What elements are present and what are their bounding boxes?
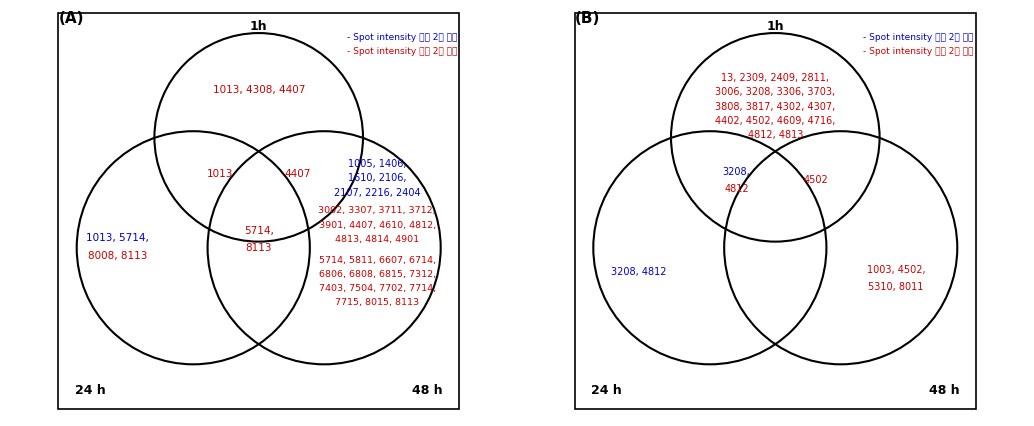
- Text: 3002, 3307, 3711, 3712,: 3002, 3307, 3711, 3712,: [318, 207, 436, 216]
- Text: (B): (B): [575, 11, 601, 26]
- Text: 1013, 5714,: 1013, 5714,: [86, 233, 149, 242]
- Text: 2107, 2216, 2404: 2107, 2216, 2404: [334, 187, 421, 198]
- Text: 6806, 6808, 6815, 7312,: 6806, 6808, 6815, 7312,: [318, 270, 436, 279]
- Text: - Spot intensity 차이 2배 이하: - Spot intensity 차이 2배 이하: [346, 33, 457, 42]
- Text: 3901, 4407, 4610, 4812,: 3901, 4407, 4610, 4812,: [318, 221, 436, 230]
- Text: 8113: 8113: [245, 243, 272, 253]
- Text: 13, 2309, 2409, 2811,: 13, 2309, 2409, 2811,: [722, 73, 829, 83]
- Text: 1003, 4502,: 1003, 4502,: [866, 265, 925, 275]
- Text: 3208,: 3208,: [723, 167, 751, 177]
- Text: - Spot intensity 차이 2배 이상: - Spot intensity 차이 2배 이상: [863, 47, 974, 56]
- Text: 4812: 4812: [724, 184, 749, 194]
- Text: 1005, 1406,: 1005, 1406,: [348, 159, 406, 169]
- Text: 4502: 4502: [803, 175, 828, 185]
- Text: 8008, 8113: 8008, 8113: [88, 251, 147, 261]
- Text: 1h: 1h: [250, 20, 268, 33]
- Text: 7715, 8015, 8113: 7715, 8015, 8113: [335, 299, 420, 308]
- Text: 7403, 7504, 7702, 7714,: 7403, 7504, 7702, 7714,: [318, 284, 436, 293]
- Text: - Spot intensity 차이 2배 이하: - Spot intensity 차이 2배 이하: [863, 33, 974, 42]
- Text: 1610, 2106,: 1610, 2106,: [348, 173, 406, 183]
- Text: 3808, 3817, 4302, 4307,: 3808, 3817, 4302, 4307,: [716, 102, 835, 112]
- Text: 5714, 5811, 6607, 6714,: 5714, 5811, 6607, 6714,: [318, 256, 435, 265]
- Text: 3006, 3208, 3306, 3703,: 3006, 3208, 3306, 3703,: [716, 87, 835, 98]
- Text: 24 h: 24 h: [74, 384, 105, 397]
- Text: 4813, 4814, 4901: 4813, 4814, 4901: [335, 235, 420, 244]
- Text: 4812, 4813: 4812, 4813: [748, 130, 803, 140]
- Text: 1013: 1013: [207, 169, 233, 179]
- Text: 48 h: 48 h: [929, 384, 960, 397]
- Text: 5310, 8011: 5310, 8011: [869, 282, 923, 292]
- Text: 48 h: 48 h: [413, 384, 443, 397]
- Text: 4407: 4407: [284, 169, 311, 179]
- Text: 3208, 4812: 3208, 4812: [610, 267, 666, 277]
- Text: 24 h: 24 h: [591, 384, 622, 397]
- Text: 4402, 4502, 4609, 4716,: 4402, 4502, 4609, 4716,: [716, 116, 835, 126]
- Text: 1013, 4308, 4407: 1013, 4308, 4407: [213, 85, 305, 95]
- Text: (A): (A): [58, 11, 84, 26]
- Text: 1h: 1h: [766, 20, 784, 33]
- Text: 5714,: 5714,: [244, 226, 274, 236]
- Text: - Spot intensity 차이 2배 이상: - Spot intensity 차이 2배 이상: [346, 47, 457, 56]
